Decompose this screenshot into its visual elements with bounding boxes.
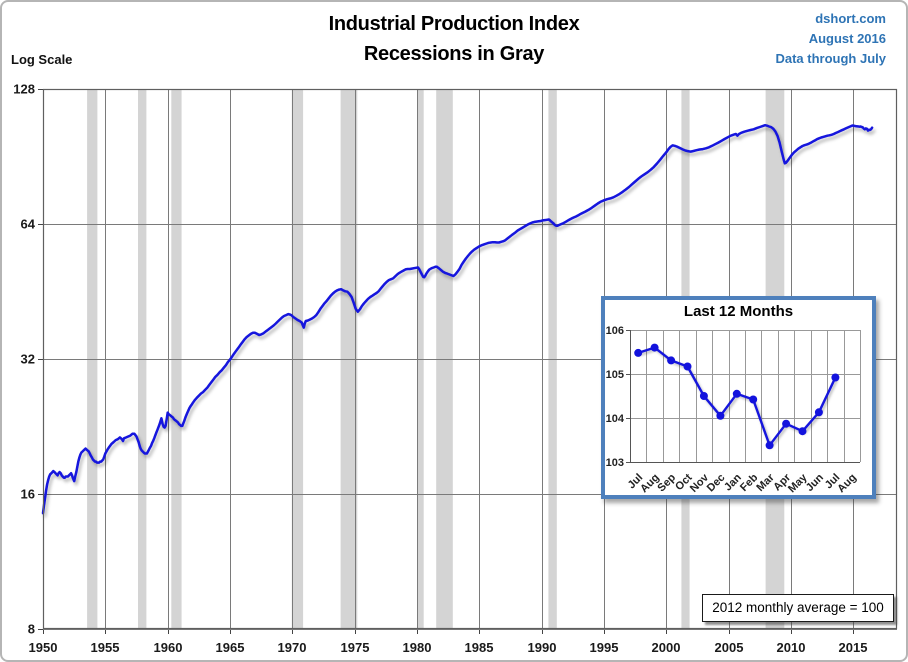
y-tick-label: 8 [28, 622, 35, 637]
x-tick-label: 2015 [839, 640, 868, 655]
inset-data-point [749, 395, 758, 404]
chart-title-line1: Industrial Production Index [328, 13, 580, 35]
inset-y-tick-label: 104 [606, 413, 625, 425]
x-tick-label: 2010 [777, 640, 806, 655]
y-tick-label: 64 [21, 217, 36, 232]
inset-data-point [683, 362, 692, 371]
inset-data-point [650, 343, 659, 352]
chart-title-line2: Recessions in Gray [363, 43, 545, 65]
inset-data-point [831, 373, 840, 382]
inset-title: Last 12 Months [683, 303, 794, 320]
footnote-box: 2012 monthly average = 100 [702, 594, 894, 622]
inset-data-point [699, 392, 708, 400]
inset-data-point [667, 356, 676, 365]
x-tick-label: 1985 [465, 640, 494, 655]
inset-chart-frame: 103 104 105 106 Jul Aug Sep Oct Nov Dec Jan Feb Mar A… [601, 296, 876, 499]
plot-border [42, 88, 898, 630]
inset-data-point [765, 441, 774, 450]
x-tick-label: 1995 [590, 640, 619, 655]
y-tick-label: 128 [13, 82, 35, 97]
x-tick-label: 1950 [29, 640, 58, 655]
inset-data-point [732, 389, 741, 398]
x-tick-label: 1990 [528, 640, 557, 655]
x-tick-label: 1960 [154, 640, 183, 655]
ip-index-line [41, 123, 874, 515]
chart-title: Industrial Production Index Recessions i… [2, 9, 906, 69]
inset-plot: 103104105106JulAugSepOctNovDecJanFebMarA… [606, 325, 861, 495]
x-tick-label: 2005 [715, 640, 744, 655]
y-axis-title: Log Scale [11, 52, 73, 67]
inset-y-tick-label: 105 [606, 369, 624, 381]
x-tick-label: 1975 [341, 640, 370, 655]
inset-data-point [716, 411, 725, 420]
inset-data-point [634, 348, 643, 357]
source-note: Data through July [775, 51, 886, 66]
x-tick-label: 1980 [403, 640, 432, 655]
y-tick-label: 32 [21, 352, 35, 367]
source-block: dshort.com August 2016 Data through July [775, 9, 886, 69]
x-tick-label: 1965 [216, 640, 245, 655]
x-tick-label: 2000 [652, 640, 681, 655]
y-tick-label: 16 [21, 487, 35, 502]
inset-y-tick-label: 106 [606, 325, 624, 337]
x-tick-label: 1970 [278, 640, 307, 655]
source-site: dshort.com [815, 11, 886, 26]
inset-data-point [782, 419, 791, 428]
inset-data-point [798, 427, 807, 436]
x-tick-label: 1955 [91, 640, 120, 655]
source-date: August 2016 [808, 31, 886, 46]
inset-x-tick-label: Aug [835, 472, 859, 495]
inset-data-point [814, 408, 823, 417]
inset-y-tick-label: 103 [606, 457, 624, 469]
